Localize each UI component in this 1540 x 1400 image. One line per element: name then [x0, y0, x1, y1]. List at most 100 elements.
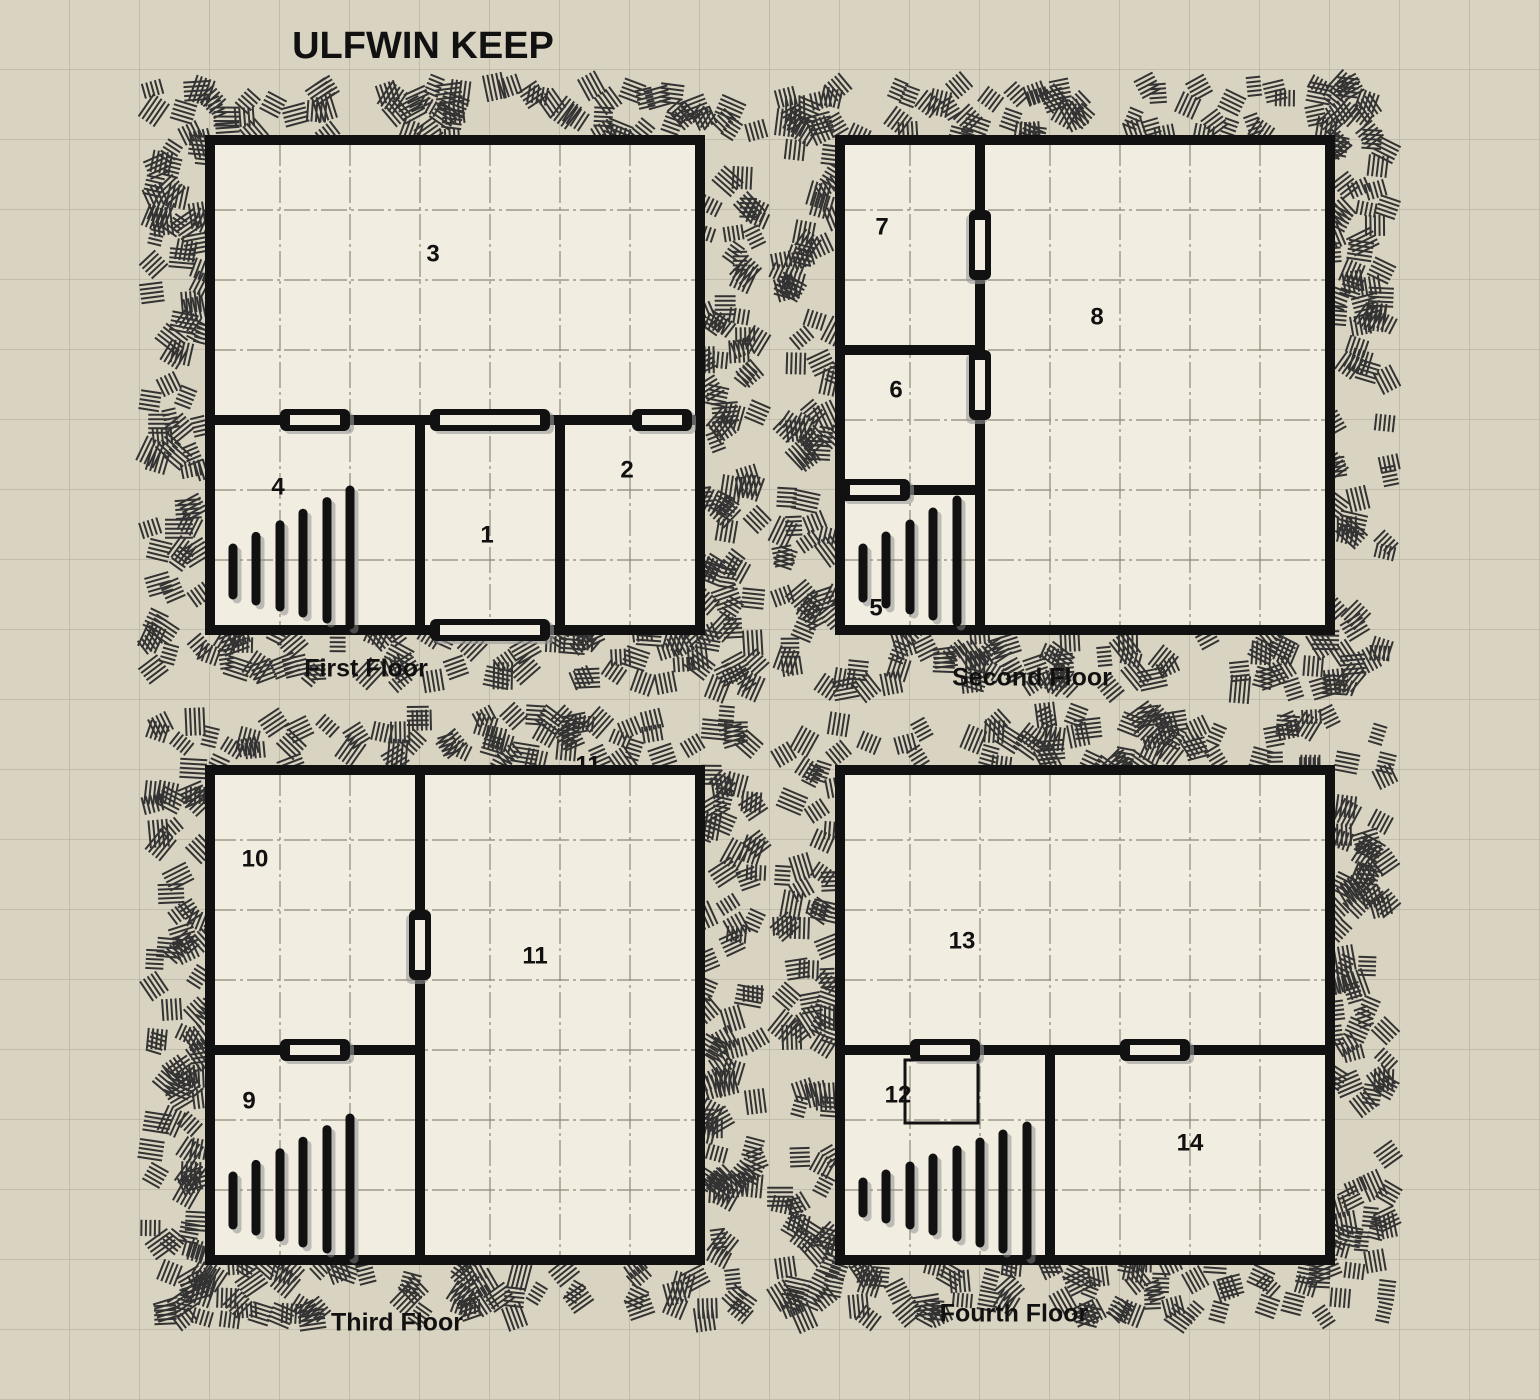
hatch-cluster [1185, 73, 1214, 102]
hatch-cluster [814, 969, 840, 994]
hatch-cluster [951, 1292, 973, 1309]
hatch-cluster [722, 224, 745, 243]
hatch-cluster [1370, 1015, 1401, 1046]
hatch-cluster [1097, 675, 1125, 704]
hatch-cluster [159, 339, 189, 370]
hatch-cluster [156, 1104, 187, 1138]
hatch-cluster [705, 429, 727, 454]
hatch-cluster [798, 424, 825, 450]
hatch-cluster [803, 798, 831, 824]
hatch-cluster [588, 743, 611, 769]
hatch-cluster [593, 106, 614, 128]
hatch-cluster [1123, 1267, 1152, 1296]
hatch-cluster [977, 85, 1005, 113]
hatch-cluster [159, 577, 186, 604]
hatch-cluster [232, 636, 254, 654]
hatch-cluster [1151, 1272, 1170, 1294]
hatch-cluster [1345, 226, 1380, 257]
hatch-cluster [182, 231, 212, 256]
hatch-cluster [887, 77, 909, 102]
hatch-cluster [1336, 1184, 1365, 1212]
hatch-cluster [792, 95, 823, 124]
hatch-cluster [794, 755, 822, 784]
hatch-cluster [156, 1258, 183, 1287]
hatch-cluster [138, 249, 169, 280]
hatch-cluster [623, 737, 645, 762]
hatch-cluster [334, 733, 367, 768]
hatch-cluster [205, 95, 227, 120]
hatch-cluster [788, 852, 815, 883]
hatch-cluster [771, 981, 802, 1012]
hatch-cluster [169, 98, 198, 125]
hatch-cluster [1373, 529, 1399, 555]
hatch-cluster [710, 583, 743, 612]
hatch-cluster [1364, 214, 1386, 237]
hatch-cluster [1346, 176, 1372, 200]
hatch-cluster [1366, 256, 1397, 285]
hatch-cluster [284, 715, 315, 744]
hatch-cluster [741, 1172, 764, 1199]
hatch-cluster [737, 471, 766, 502]
hatch-cluster [1212, 1274, 1240, 1303]
hatch-cluster [1217, 88, 1247, 117]
hatch-cluster [743, 1088, 767, 1116]
door-leaf [440, 415, 540, 425]
hatch-cluster [355, 1262, 377, 1286]
hatch-cluster [856, 1271, 883, 1299]
hatch-cluster [1342, 967, 1371, 1001]
hatch-cluster [699, 552, 726, 580]
hatch-cluster [183, 80, 211, 102]
hatch-cluster [442, 654, 470, 681]
hatch-cluster [1026, 86, 1050, 106]
hatch-cluster [1332, 797, 1363, 830]
hatch-cluster [523, 747, 549, 774]
hatch-cluster [697, 1297, 718, 1319]
hatch-cluster [1313, 115, 1338, 146]
hatch-cluster [1274, 89, 1295, 107]
hatch-cluster [976, 1289, 1000, 1313]
hatch-cluster [507, 652, 542, 686]
hatch-cluster [1374, 1300, 1394, 1324]
hatch-cluster [714, 295, 736, 316]
hatch-cluster [728, 260, 759, 295]
hatch-cluster [808, 191, 835, 221]
door [430, 409, 554, 434]
hatch-cluster [692, 588, 721, 616]
hatch-cluster [555, 738, 578, 762]
hatch-cluster [805, 180, 832, 210]
hatch-cluster [653, 670, 678, 695]
hatch-cluster [241, 650, 274, 684]
hatch-cluster [497, 73, 523, 99]
hatch-cluster [434, 81, 464, 105]
hatch-cluster [740, 587, 766, 610]
door [966, 210, 991, 284]
door-leaf [975, 360, 985, 410]
hatch-cluster [421, 668, 445, 694]
hatch-cluster [780, 103, 808, 131]
hatch-cluster [154, 779, 180, 807]
door-leaf [290, 415, 340, 425]
hatch-cluster [800, 604, 827, 631]
hatch-cluster [818, 1252, 845, 1279]
hatch-cluster [487, 750, 515, 778]
hatch-cluster [138, 389, 162, 413]
hatch-cluster [1163, 1303, 1195, 1334]
hatch-cluster [706, 1227, 740, 1263]
hatch-cluster [727, 1297, 754, 1325]
hatch-cluster [238, 116, 270, 148]
hatch-cluster [1342, 352, 1368, 376]
hatch-cluster [1155, 656, 1181, 679]
door [280, 1039, 354, 1064]
hatch-cluster [688, 103, 717, 131]
hatch-cluster [773, 275, 801, 301]
hatch-cluster [398, 1270, 422, 1295]
hatch-cluster [1357, 955, 1377, 977]
hatch-cluster [510, 741, 540, 766]
hatch-cluster [771, 544, 795, 568]
hatch-cluster [381, 96, 412, 128]
hatch-cluster [280, 1302, 302, 1325]
hatch-cluster [1182, 736, 1210, 762]
hatch-cluster [998, 107, 1023, 133]
hatch-cluster [1248, 746, 1274, 771]
hatch-cluster [709, 496, 742, 529]
